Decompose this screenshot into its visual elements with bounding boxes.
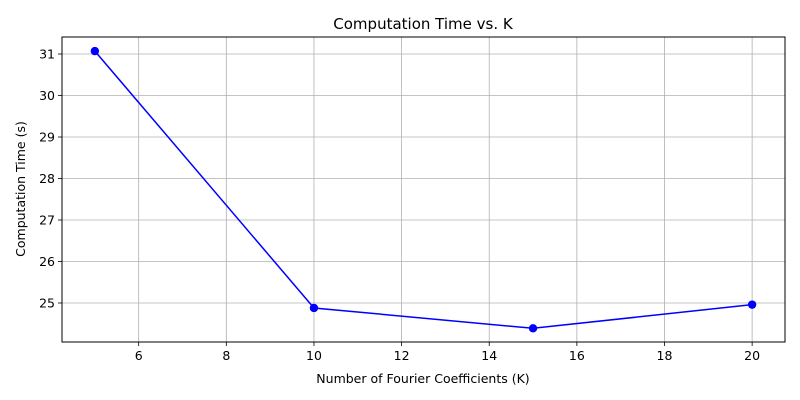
y-tick-label: 30 [39,88,55,103]
y-axis: 25 26 27 28 29 30 31 [39,47,62,310]
y-tick-label: 27 [39,213,55,228]
data-point [747,300,757,309]
x-tick-label: 14 [481,348,497,363]
data-point [90,46,100,56]
x-axis: 6 8 10 12 14 16 18 20 [135,342,760,363]
x-tick-label: 20 [744,348,760,363]
x-tick-label: 6 [135,348,143,363]
grid-lines [62,37,785,342]
chart-title: Computation Time vs. K [333,15,514,33]
x-axis-title: Number of Fourier Coefficients (K) [316,371,529,386]
x-tick-label: 16 [569,348,585,363]
y-tick-label: 25 [39,295,55,310]
data-point [528,324,538,333]
x-tick-label: 12 [394,348,410,363]
y-tick-label: 26 [39,254,55,269]
y-tick-label: 31 [39,47,55,62]
x-tick-label: 18 [657,348,673,363]
plot-frame [61,36,786,343]
series-layer [90,46,757,333]
x-tick-label: 8 [222,348,230,363]
series-line [94,50,753,330]
data-point [309,303,319,313]
y-axis-title: Computation Time (s) [13,121,28,257]
y-tick-label: 29 [39,130,55,145]
x-tick-label: 10 [306,348,322,363]
y-tick-label: 28 [39,171,55,186]
